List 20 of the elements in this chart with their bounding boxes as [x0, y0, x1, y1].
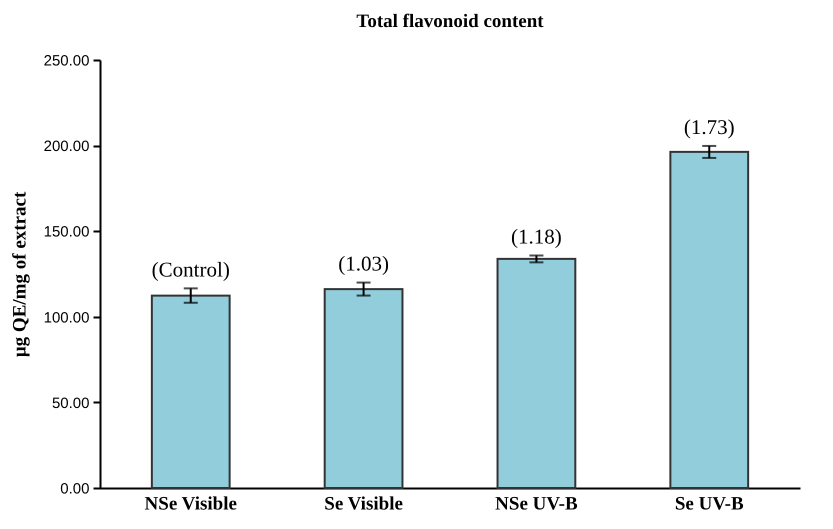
annotation: (1.18) — [511, 224, 562, 249]
y-tick-label: 0.00 — [60, 480, 90, 498]
y-tick-label: 100.00 — [44, 309, 90, 326]
bar — [150, 294, 231, 489]
x-tick-label: NSe UV-B — [495, 494, 578, 514]
x-tick-label: Se UV-B — [674, 494, 744, 514]
bar — [496, 258, 576, 489]
y-tick-label: 250.00 — [44, 52, 90, 70]
chart-title: Total flavonoid content — [356, 11, 544, 32]
x-tick-label: Se Visible — [324, 494, 403, 514]
bar — [324, 288, 404, 489]
annotation: (1.73) — [684, 114, 735, 139]
y-axis-title: µg QE/mg of extract — [10, 191, 31, 358]
y-tick-label: 200.00 — [44, 138, 90, 156]
y-tick-label: 50.00 — [52, 394, 90, 412]
bar — [669, 150, 750, 489]
y-tick-label: 150.00 — [44, 224, 90, 241]
annotation: (1.03) — [338, 252, 389, 276]
x-tick-label: NSe Visible — [144, 494, 237, 514]
annotation: (Control) — [152, 257, 230, 282]
